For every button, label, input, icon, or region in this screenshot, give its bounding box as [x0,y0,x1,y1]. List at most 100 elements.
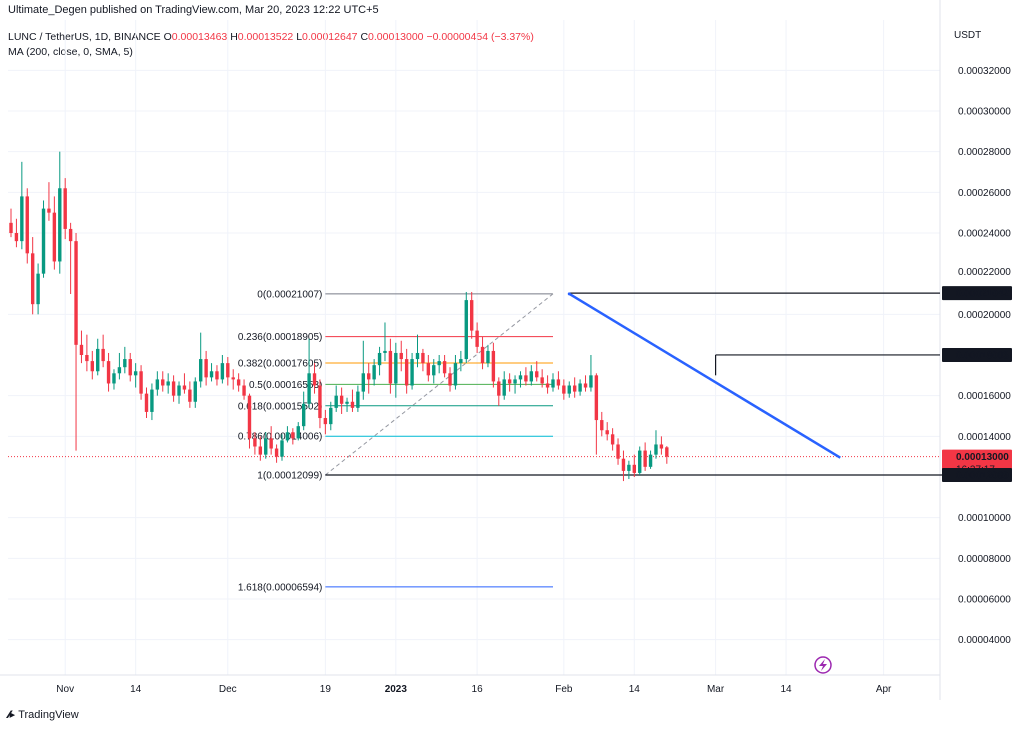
ohlc-open-value: 0.00013463 [171,31,228,43]
candle-body [448,373,452,386]
candle-body [74,241,78,345]
x-tick-label: Feb [555,684,573,695]
candle-body [610,434,615,445]
publisher-line: Ultimate_Degen published on TradingView.… [8,4,379,16]
candle-body [502,379,506,396]
x-tick-label: 2023 [385,684,408,695]
candle-body [329,407,333,425]
candle-body [600,420,604,431]
candle-body [161,379,165,386]
price-badge-label: 0.00021042 [956,289,1009,300]
candle-body [453,363,458,386]
candle-body [242,385,246,396]
candle-body [605,430,609,435]
trendline-anchor [567,292,571,296]
x-tick-label: Dec [219,684,237,695]
candle-body [404,359,409,386]
candle-body [318,385,322,419]
candle-body [589,375,593,388]
descending-trendline [568,292,841,459]
candle-body [90,361,94,372]
candle-body [155,379,160,390]
footer: ⁄⁄▸ TradingView [8,708,79,722]
ohlc-close-label: C [360,31,369,43]
symbol-label[interactable]: LUNC / TetherUS, 1D, BINANCE [8,31,161,43]
y-tick-label: 0.00026000 [958,188,1011,199]
candle-body [616,444,620,459]
candle-body [128,359,132,376]
candle-body [545,383,550,388]
candle-body [665,447,669,457]
x-tick-label: Apr [876,684,892,695]
candle-body [480,346,485,364]
fib-level-label: 0.786(0.00014006) [238,432,323,443]
candle-body [470,300,474,331]
y-tick-label: 0.00032000 [958,66,1011,77]
candle-body [199,359,203,382]
candle-body [166,381,170,386]
candle-body [399,352,403,360]
candle-body [524,375,528,382]
candle-body [171,381,176,396]
x-tick-label: 14 [629,684,641,695]
candle-body [312,373,317,386]
y-tick-label: 0.00030000 [958,107,1011,118]
candle-body [247,395,252,439]
candle-body [491,350,496,382]
candle-body [432,365,436,376]
indicator-line[interactable]: MA (200, close, 0, SMA, 5) [8,46,133,58]
y-tick-label: 0.00006000 [958,595,1011,606]
candle-body [204,359,208,378]
candle-body [112,373,116,384]
y-tick-label: 0.00014000 [958,432,1011,443]
candle-body [562,385,566,394]
candle-body [410,359,414,386]
ohlc-low-label: L [296,31,303,43]
candle-body [123,359,127,368]
candle-body [518,375,523,380]
candle-body [209,371,214,378]
ohlc-high-value: 0.00013522 [237,31,294,43]
y-tick-label: 0.00024000 [958,229,1011,240]
y-tick-label: 0.00008000 [958,554,1011,565]
candle-body [58,188,62,262]
fib-level-label: 1(0.00012099) [257,470,322,481]
candle-body [193,381,197,402]
candle-body [659,444,664,449]
candle-body [643,450,647,467]
candle-body [556,379,561,386]
ohlc-high-label: H [230,31,238,43]
candle-body [459,359,463,364]
candle-body [497,381,501,396]
candle-body [25,196,29,254]
candle-body [188,389,192,402]
ohlc-low-value: 0.00012647 [302,31,358,43]
candle-body [269,438,273,449]
candle-body [274,448,279,457]
candle-body [144,393,149,412]
candle-body [182,385,187,390]
candle-body [507,379,512,384]
candle-body [68,228,73,242]
candle-body [535,371,539,378]
y-tick-label: 0.00028000 [958,147,1011,158]
price-badge [942,286,1012,301]
candle-body [345,401,349,404]
candle-body [301,403,306,427]
candle-body [372,365,376,380]
y-tick-label: 0.00004000 [958,635,1011,646]
x-tick-label: Nov [56,684,74,695]
candle-body [307,373,311,404]
candle-body [475,330,479,347]
fib-level-label: 0.5(0.00016553) [249,380,322,391]
candle-body [578,383,582,392]
candle-body [41,208,46,274]
fib-level-label: 0.382(0.00017605) [238,359,323,370]
candle-body [47,208,51,213]
candle-body [540,377,544,384]
candle-body [150,389,154,412]
y-extra-label: 0.00022000 [958,267,1011,278]
candle-body [513,379,517,384]
candle-body [220,363,225,380]
